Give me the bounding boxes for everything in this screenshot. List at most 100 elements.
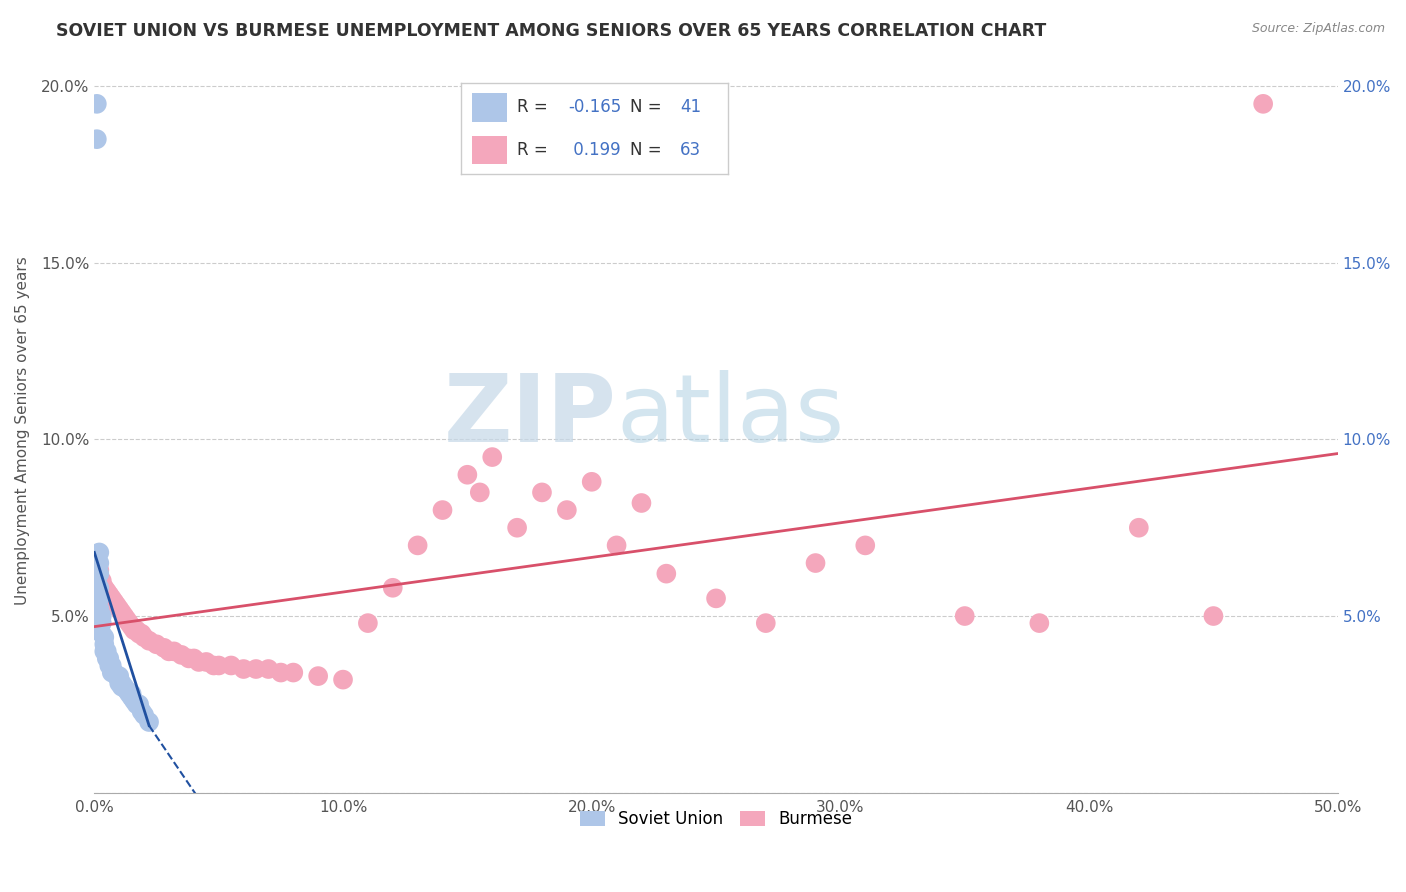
Point: [115, 613, 138, 627]
Point: [128, 626, 150, 640]
Point: [93, 630, 115, 644]
Point: [108, 676, 131, 690]
Point: [111, 680, 134, 694]
Point: [138, 714, 160, 729]
Point: [270, 665, 292, 680]
Point: [105, 599, 128, 613]
Point: [98, 658, 121, 673]
Point: [456, 467, 478, 482]
Point: [90, 616, 112, 631]
Point: [100, 665, 122, 680]
Point: [606, 538, 628, 552]
Point: [100, 591, 122, 606]
Point: [219, 658, 242, 673]
Point: [118, 616, 141, 631]
Point: [112, 609, 135, 624]
Point: [804, 556, 827, 570]
Point: [187, 655, 209, 669]
Point: [89, 591, 111, 606]
Text: atlas: atlas: [617, 370, 845, 462]
Point: [202, 658, 225, 673]
Point: [145, 637, 167, 651]
Point: [96, 584, 118, 599]
Point: [89, 556, 111, 570]
Point: [406, 538, 429, 552]
Point: [157, 644, 180, 658]
Point: [111, 606, 134, 620]
Point: [86, 574, 108, 588]
Point: [103, 595, 125, 609]
Point: [108, 669, 131, 683]
Point: [89, 581, 111, 595]
Point: [555, 503, 578, 517]
Point: [481, 450, 503, 464]
Point: [89, 563, 111, 577]
Point: [332, 673, 354, 687]
Point: [93, 581, 115, 595]
Point: [100, 658, 122, 673]
Point: [118, 687, 141, 701]
Point: [90, 574, 112, 588]
Point: [530, 485, 553, 500]
Point: [96, 644, 118, 658]
Point: [121, 690, 143, 705]
Point: [89, 602, 111, 616]
Point: [98, 588, 121, 602]
Text: SOVIET UNION VS BURMESE UNEMPLOYMENT AMONG SENIORS OVER 65 YEARS CORRELATION CHA: SOVIET UNION VS BURMESE UNEMPLOYMENT AMO…: [56, 22, 1046, 40]
Point: [112, 680, 135, 694]
Point: [111, 676, 134, 690]
Point: [115, 683, 138, 698]
Point: [93, 644, 115, 658]
Point: [86, 132, 108, 146]
Point: [704, 591, 727, 606]
Point: [208, 658, 231, 673]
Point: [132, 630, 155, 644]
Point: [86, 96, 108, 111]
Point: [86, 556, 108, 570]
Point: [245, 662, 267, 676]
Point: [128, 698, 150, 712]
Point: [131, 705, 153, 719]
Point: [153, 640, 176, 655]
Point: [232, 662, 254, 676]
Point: [953, 609, 976, 624]
Point: [108, 673, 131, 687]
Point: [125, 623, 148, 637]
Point: [122, 694, 145, 708]
Point: [86, 591, 108, 606]
Y-axis label: Unemployment Among Seniors over 65 years: Unemployment Among Seniors over 65 years: [15, 256, 30, 605]
Point: [121, 687, 143, 701]
Point: [506, 521, 529, 535]
Point: [432, 503, 454, 517]
Point: [103, 665, 125, 680]
Point: [96, 651, 118, 665]
Point: [86, 556, 108, 570]
Point: [121, 620, 143, 634]
Point: [283, 665, 305, 680]
Point: [90, 626, 112, 640]
Point: [1202, 609, 1225, 624]
Point: [170, 648, 193, 662]
Point: [163, 644, 186, 658]
Point: [125, 698, 148, 712]
Text: Source: ZipAtlas.com: Source: ZipAtlas.com: [1251, 22, 1385, 36]
Point: [132, 708, 155, 723]
Point: [468, 485, 491, 500]
Point: [1251, 96, 1274, 111]
Point: [183, 651, 205, 665]
Point: [89, 566, 111, 581]
Point: [1028, 616, 1050, 631]
Point: [307, 669, 329, 683]
Point: [98, 651, 121, 665]
Point: [257, 662, 280, 676]
Point: [89, 545, 111, 559]
Point: [195, 655, 218, 669]
Text: ZIP: ZIP: [444, 370, 617, 462]
Point: [131, 626, 153, 640]
Legend: Soviet Union, Burmese: Soviet Union, Burmese: [574, 804, 859, 835]
Point: [177, 651, 200, 665]
Point: [357, 616, 380, 631]
Point: [108, 602, 131, 616]
Point: [1128, 521, 1150, 535]
Point: [755, 616, 778, 631]
